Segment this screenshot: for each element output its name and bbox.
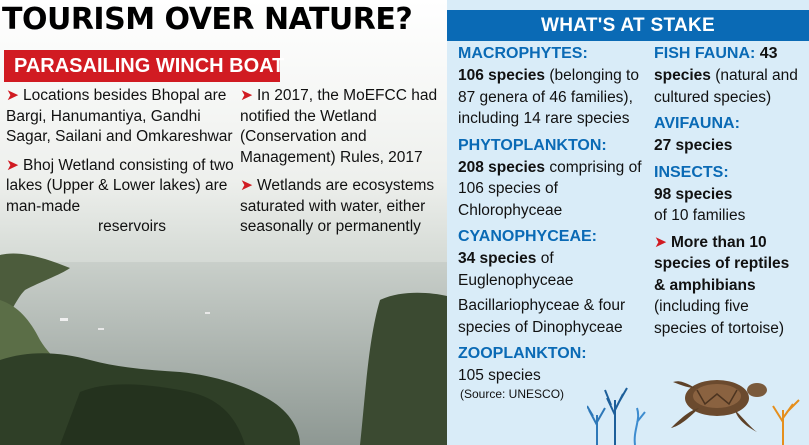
source-note: (Source: UNESCO) — [460, 386, 565, 401]
bullet-item: ➤ Bhoj Wetland consisting of two lakes (U… — [6, 156, 234, 238]
cyanophyceae-entry: CYANOPHYCEAE: 34 species of Euglenophyce… — [458, 226, 653, 338]
entry-title: PHYTOPLANKTON: — [458, 136, 607, 154]
entry-text-2: Bacillariophyceae & four species of Dino… — [458, 297, 626, 336]
entry-title: INSECTS: — [654, 163, 729, 181]
entry-bold: species — [654, 67, 711, 84]
arrow-bullet-icon: ➤ — [6, 156, 19, 174]
fish-fauna-entry: FISH FAUNA: 43 species (natural and cult… — [654, 43, 804, 108]
entry-detail: of 10 families — [654, 207, 746, 224]
bullet-list-left: ➤ Locations besides Bhopal are Bargi, Han… — [6, 86, 234, 246]
reptiles-entry: ➤ More than 10 species of reptiles & amph… — [654, 232, 804, 340]
entry-detail: (including five species of tortoise) — [654, 298, 785, 337]
bullet-item: ➤ Wetlands are ecosystems saturated with … — [240, 176, 444, 238]
stake-header: WHAT'S AT STAKE — [447, 10, 809, 41]
entry-bold: More than 10 species of reptiles & amphi… — [654, 233, 790, 294]
entry-detail: comprising of 106 species of Chlorophyce… — [458, 158, 642, 219]
arrow-bullet-icon: ➤ — [240, 87, 253, 104]
bullet-list-right: ➤ In 2017, the MoEFCC had notified the We… — [240, 86, 444, 246]
entry-text: 106 species (belonging to 87 genera of 4… — [458, 65, 653, 130]
coral-illustration — [587, 387, 800, 445]
phytoplankton-entry: PHYTOPLANKTON: 208 species comprising of… — [458, 135, 653, 222]
arrow-bullet-icon: ➤ — [654, 233, 667, 251]
subhead-banner: PARASAILING WINCH BOAT — [4, 50, 284, 82]
entry-detail: (natural and cultured species) — [654, 67, 798, 106]
bullet-item: ➤ In 2017, the MoEFCC had notified the We… — [240, 86, 444, 168]
entry-bold: 98 species — [654, 185, 733, 203]
entry-bold: 27 species — [654, 137, 733, 154]
insects-entry: INSECTS: 98 species of 10 families — [654, 162, 804, 227]
bullet-text: Bhoj Wetland consisting of two lakes (Up… — [6, 156, 234, 215]
entry-detail: 105 species — [458, 367, 541, 384]
zooplankton-entry: ZOOPLANKTON: 105 species (Source: UNESCO… — [458, 343, 653, 401]
entry-title: FISH FAUNA: 43 — [654, 43, 804, 65]
entry-title: ZOOPLANKTON: — [458, 345, 587, 362]
entry-title: CYANOPHYCEAE: — [458, 228, 597, 245]
headline: TOURISM OVER NATURE? — [2, 2, 413, 37]
entry-text: ➤ More than 10 species of reptiles & amph… — [654, 232, 804, 297]
entry-text: 27 species — [654, 135, 804, 157]
entry-title: MACROPHYTES: — [458, 45, 588, 62]
bullet-text: Locations besides Bhopal are Bargi, Hanu… — [6, 87, 233, 145]
arrow-bullet-icon: ➤ — [240, 177, 253, 194]
entry-detail: (belonging to 87 genera of 46 families),… — [458, 67, 639, 127]
turtle-illustration — [671, 380, 767, 432]
whats-at-stake-panel: WHAT'S AT STAKE MACROPHYTES: 106 species… — [447, 0, 809, 445]
bullet-text-tail: reservoirs — [98, 218, 167, 235]
entry-count: 43 — [759, 45, 778, 62]
entry-title-text: FISH FAUNA: — [654, 45, 760, 62]
macrophytes-entry: MACROPHYTES: 106 species (belonging to 8… — [458, 43, 653, 130]
avifauna-entry: AVIFAUNA: 27 species — [654, 113, 804, 157]
arrow-bullet-icon: ➤ — [6, 87, 19, 104]
stake-column-left: MACROPHYTES: 106 species (belonging to 8… — [458, 43, 653, 406]
entry-bold: 208 species — [458, 158, 546, 176]
turtle-coral-illustration — [587, 380, 800, 445]
entry-bold: 106 species — [458, 67, 546, 84]
bullet-item: ➤ Locations besides Bhopal are Bargi, Han… — [6, 86, 234, 148]
stake-column-right: FISH FAUNA: 43 species (natural and cult… — [654, 43, 804, 344]
bullet-text: Wetlands are ecosystems saturated with w… — [240, 177, 435, 235]
entry-text: 208 species comprising of 106 species of… — [458, 157, 653, 222]
entry-detail: of Euglenophyceae — [458, 250, 574, 289]
entry-title: AVIFAUNA: — [654, 115, 740, 132]
entry-bold: 34 species — [458, 250, 537, 267]
entry-text: species (natural and cultured species) — [654, 65, 804, 108]
entry-text: 34 species of Euglenophyceae — [458, 248, 653, 291]
entry-text: 98 species — [654, 184, 804, 206]
bullet-text: In 2017, the MoEFCC had notified the Wet… — [240, 87, 438, 166]
